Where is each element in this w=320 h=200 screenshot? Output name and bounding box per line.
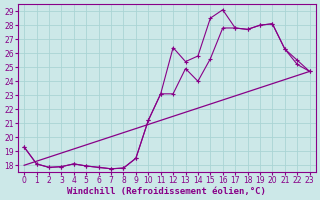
X-axis label: Windchill (Refroidissement éolien,°C): Windchill (Refroidissement éolien,°C): [68, 187, 266, 196]
